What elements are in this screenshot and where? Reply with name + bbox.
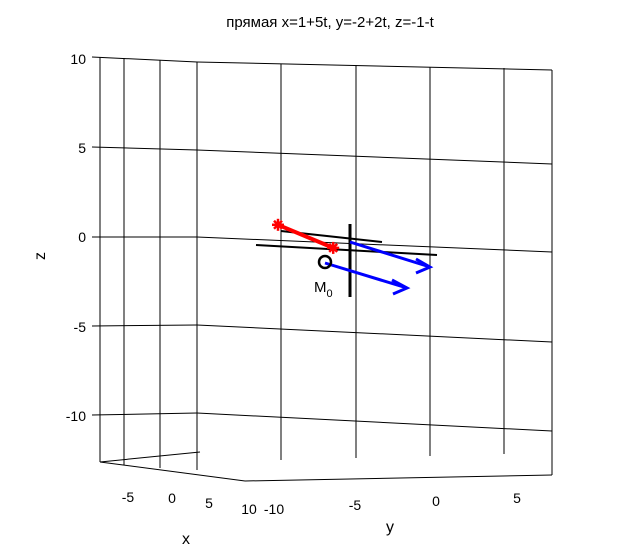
z-tick-label: -5 (74, 319, 87, 335)
direction-vector-arrowhead (415, 257, 434, 275)
z-tick-labels: 10 5 0 -5 -10 (66, 51, 86, 424)
x-tick-labels: -5 0 5 10 (122, 489, 257, 517)
point-m0-label: M0 (314, 279, 333, 300)
series-endpoint-marker (327, 241, 340, 254)
point-m0-label-sub: 0 (327, 288, 333, 300)
direction-vectors (324, 240, 434, 296)
y-tick-label: -5 (349, 497, 362, 513)
grid-line (196, 61, 553, 71)
grid-line (196, 324, 553, 343)
series-line (277, 222, 334, 250)
x-coordinate-axis (255, 244, 438, 256)
grid-line (91, 146, 198, 151)
direction-vector-at-point (324, 261, 408, 290)
grid-line (91, 412, 198, 416)
grid-line (196, 149, 553, 165)
series-layer (272, 218, 340, 254)
series-endpoint-marker-stroke (273, 219, 283, 230)
direction-vector (349, 240, 431, 269)
grid-lines (91, 56, 553, 482)
z-tick-label: 5 (78, 140, 86, 156)
z-tick-label: 0 (78, 229, 86, 245)
point-m0-marker (317, 254, 333, 270)
direction-vector-at-point-arrowhead (391, 278, 411, 296)
x-tick-label: 10 (241, 501, 257, 517)
y-tick-label: 5 (513, 490, 521, 506)
grid-line (99, 461, 246, 482)
z-axis-label: z (32, 252, 49, 260)
x-tick-label: -5 (122, 489, 135, 505)
y-tick-label: -10 (264, 501, 284, 517)
grid-line (91, 56, 198, 63)
grid-line (196, 412, 553, 432)
x-tick-label: 5 (205, 495, 213, 511)
z-tick-label: -10 (66, 408, 86, 424)
x-tick-label: 0 (168, 490, 176, 506)
z-tick-label: 10 (70, 51, 86, 67)
y-tick-label: 0 (432, 493, 440, 509)
y-tick-labels: -10 -5 0 5 (264, 490, 521, 517)
grid-line (196, 236, 553, 253)
series-endpoint-marker (272, 218, 284, 231)
point-m0-label-main: M (314, 279, 327, 296)
y-axis-label: y (386, 519, 394, 536)
chart-title: прямая x=1+5t, y=-2+2t, z=-1-t (226, 14, 434, 31)
series-endpoint-marker-stroke (328, 243, 339, 253)
grid-line (91, 324, 198, 327)
grid-line (99, 451, 201, 463)
grid-line (244, 474, 553, 482)
x-axis-label: x (182, 531, 190, 548)
